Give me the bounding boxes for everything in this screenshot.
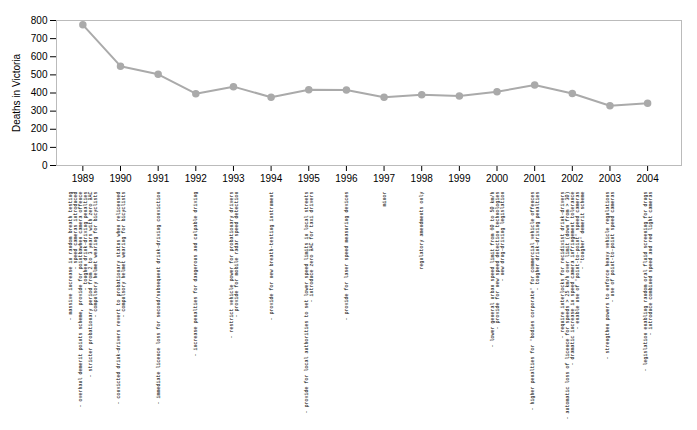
svg-text:- higher penalties for 'bodies: - higher penalties for 'bodies corporate…: [530, 192, 541, 411]
svg-text:1999: 1999: [448, 173, 471, 184]
svg-text:1996: 1996: [335, 173, 358, 184]
svg-text:1990: 1990: [109, 173, 132, 184]
svg-text:200: 200: [31, 123, 48, 134]
svg-text:700: 700: [31, 33, 48, 44]
svg-text:- immediate licence loss for s: - immediate licence loss for second/subs…: [156, 192, 162, 405]
svg-text:0: 0: [42, 160, 48, 171]
svg-text:500: 500: [31, 69, 48, 80]
svg-text:1995: 1995: [298, 173, 321, 184]
svg-text:1998: 1998: [411, 173, 434, 184]
svg-text:- convicted drink-drivers reve: - convicted drink-drivers revert to prob…: [116, 192, 127, 405]
svg-text:- provide for local authoritie: - provide for local authorities to set l…: [304, 192, 315, 414]
svg-text:- provide for laser speed meas: - provide for laser speed measuring devi…: [344, 192, 350, 321]
svg-text:100: 100: [31, 142, 48, 153]
svg-text:1991: 1991: [147, 173, 170, 184]
svg-text:2002: 2002: [561, 173, 584, 184]
svg-text:1993: 1993: [222, 173, 245, 184]
svg-text:- legislation enabling random: - legislation enabling random oral fluid…: [643, 192, 654, 372]
svg-text:2001: 2001: [524, 173, 547, 184]
svg-text:2004: 2004: [636, 173, 659, 184]
svg-text:- lower general urban speed li: - lower general urban speed limit from 6…: [490, 192, 506, 348]
svg-text:1997: 1997: [373, 173, 396, 184]
svg-text:300: 300: [31, 105, 48, 116]
svg-text:400: 400: [31, 87, 48, 98]
svg-text:regulatory amendments only: regulatory amendments only: [419, 192, 425, 270]
svg-text:2003: 2003: [599, 173, 622, 184]
svg-text:600: 600: [31, 51, 48, 62]
svg-text:- require interlocks for recid: - require interlocks for recidivist drin…: [560, 192, 586, 420]
svg-text:Deaths in Victoria: Deaths in Victoria: [11, 53, 22, 132]
svg-text:- restrict vehicle power for p: - restrict vehicle power for probationar…: [229, 192, 240, 339]
svg-text:- strengthen powers to enforce: - strengthen powers to enforce heavy veh…: [605, 192, 616, 360]
svg-text:- increase penalties for dange: - increase penalties for dangerous and c…: [193, 192, 199, 357]
svg-text:1994: 1994: [260, 173, 283, 184]
svg-text:800: 800: [31, 15, 48, 26]
svg-text:1989: 1989: [72, 173, 95, 184]
svg-text:1992: 1992: [185, 173, 208, 184]
svg-text:minor: minor: [382, 192, 388, 207]
svg-text:- massive increase in random b: - massive increase in random breath test…: [68, 192, 99, 408]
svg-text:2000: 2000: [486, 173, 509, 184]
svg-text:- provide for new breath-testi: - provide for new breath-testing instrum…: [269, 192, 275, 321]
